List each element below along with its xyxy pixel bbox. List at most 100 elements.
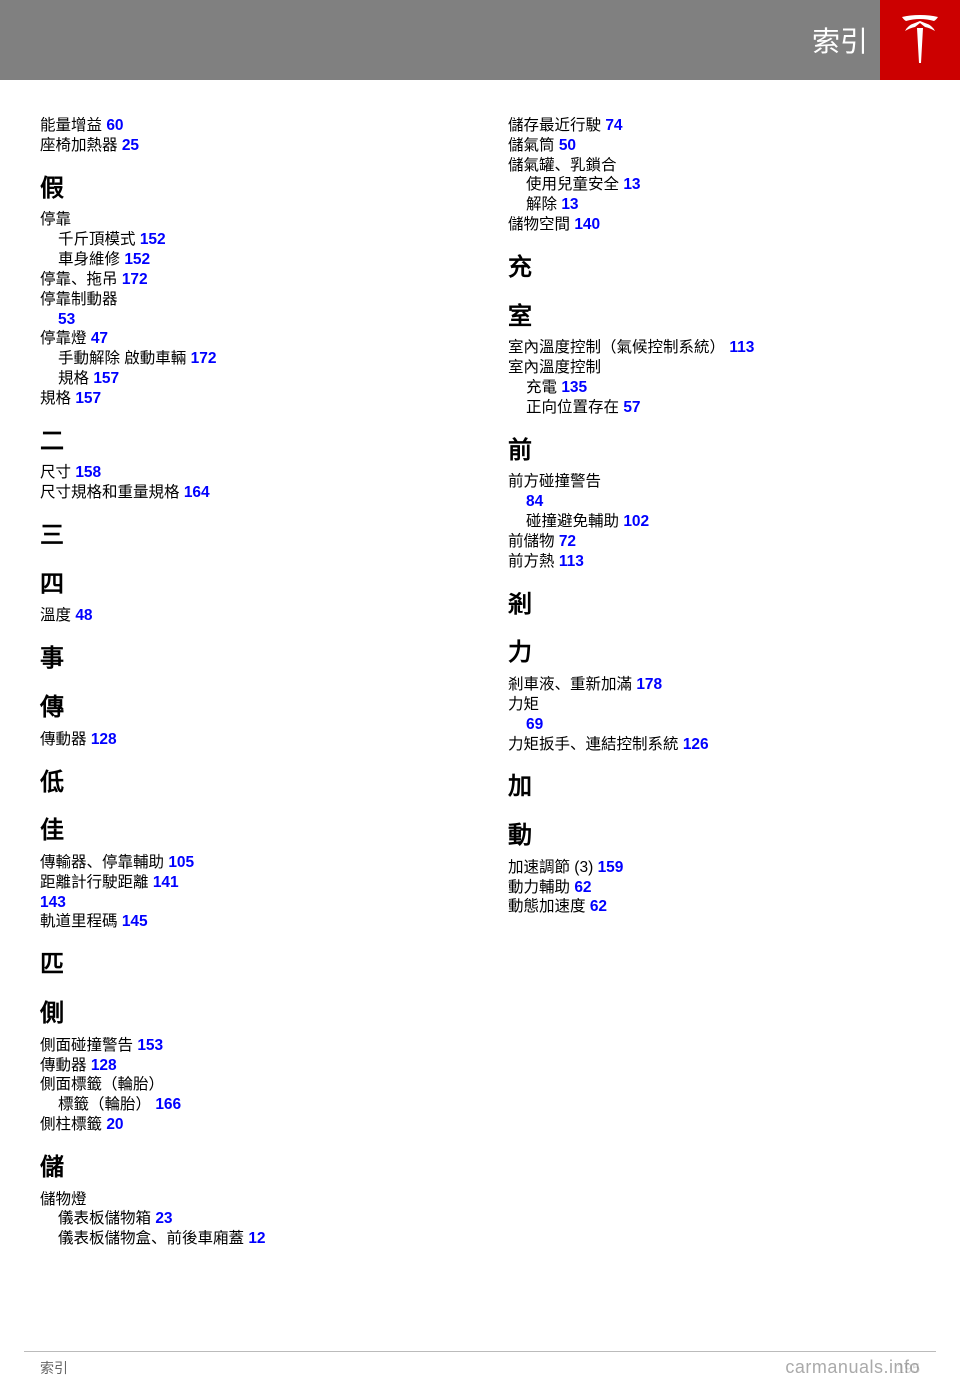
section-heading: 儲 bbox=[40, 1153, 480, 1184]
page-ref[interactable]: 143 bbox=[40, 894, 66, 911]
page-ref[interactable]: 178 bbox=[636, 676, 662, 693]
index-content: 能量增益 60座椅加熱器 25假停靠千斤頂模式 152車身維修 152停靠、拖吊… bbox=[0, 80, 960, 1249]
entry-label: 車身維修 bbox=[58, 251, 124, 268]
index-entry: 手動解除 啟動車輛 172 bbox=[40, 349, 480, 369]
page-ref[interactable]: 145 bbox=[122, 913, 148, 930]
page-ref[interactable]: 157 bbox=[93, 370, 119, 387]
index-entry: 正向位置存在 57 bbox=[508, 398, 920, 418]
index-entry: 規格 157 bbox=[40, 369, 480, 389]
page-ref[interactable]: 69 bbox=[526, 716, 543, 733]
index-entry: 69 bbox=[508, 715, 920, 735]
entry-label: 溫度 bbox=[40, 607, 75, 624]
page-ref[interactable]: 13 bbox=[623, 176, 640, 193]
page-ref[interactable]: 57 bbox=[623, 399, 640, 416]
page-ref[interactable]: 23 bbox=[155, 1210, 172, 1227]
page-ref[interactable]: 172 bbox=[122, 271, 148, 288]
index-entry: 力矩 bbox=[508, 695, 920, 715]
page-ref[interactable]: 62 bbox=[590, 898, 607, 915]
entry-label: 停靠、拖吊 bbox=[40, 271, 122, 288]
page-ref[interactable]: 50 bbox=[559, 137, 576, 154]
page-ref[interactable]: 84 bbox=[526, 493, 543, 510]
page-ref[interactable]: 47 bbox=[91, 330, 108, 347]
page-ref[interactable]: 20 bbox=[106, 1116, 123, 1133]
entry-label: 剎車液、重新加滿 bbox=[508, 676, 636, 693]
index-entry: 動力輔助 62 bbox=[508, 878, 920, 898]
section-heading: 事 bbox=[40, 644, 480, 675]
page-ref[interactable]: 113 bbox=[559, 553, 584, 570]
page-ref[interactable]: 152 bbox=[140, 231, 166, 248]
page-ref[interactable]: 53 bbox=[58, 311, 75, 328]
entry-label: 座椅加熱器 bbox=[40, 137, 122, 154]
index-entry: 停靠燈 47 bbox=[40, 329, 480, 349]
page-ref[interactable]: 48 bbox=[75, 607, 92, 624]
page-ref[interactable]: 152 bbox=[124, 251, 150, 268]
entry-label: 動態加速度 bbox=[508, 898, 590, 915]
footer-divider bbox=[24, 1351, 936, 1352]
entry-label: 標籤（輪胎） bbox=[58, 1096, 155, 1113]
page-ref[interactable]: 157 bbox=[75, 390, 101, 407]
tesla-logo bbox=[880, 0, 960, 80]
index-entry: 儲物燈 bbox=[40, 1190, 480, 1210]
page-ref[interactable]: 164 bbox=[184, 484, 210, 501]
section-heading: 加 bbox=[508, 772, 920, 803]
index-entry: 軌道里程碼 145 bbox=[40, 912, 480, 932]
page-ref[interactable]: 105 bbox=[168, 854, 194, 871]
index-entry: 使用兒童安全 13 bbox=[508, 175, 920, 195]
index-entry: 座椅加熱器 25 bbox=[40, 136, 480, 156]
entry-label: 尺寸規格和重量規格 bbox=[40, 484, 184, 501]
index-entry: 溫度 48 bbox=[40, 606, 480, 626]
page-ref[interactable]: 159 bbox=[598, 859, 624, 876]
entry-label: 儲氣筒 bbox=[508, 137, 559, 154]
entry-label: 停靠燈 bbox=[40, 330, 91, 347]
page-ref[interactable]: 13 bbox=[561, 196, 578, 213]
entry-label: 室內溫度控制（氣候控制系統） bbox=[508, 339, 729, 356]
page-ref[interactable]: 128 bbox=[91, 731, 117, 748]
page-ref[interactable]: 128 bbox=[91, 1057, 117, 1074]
page-ref[interactable]: 153 bbox=[137, 1037, 163, 1054]
entry-label: 儀表板儲物箱 bbox=[58, 1210, 155, 1227]
entry-label: 室內溫度控制 bbox=[508, 359, 601, 376]
section-heading: 前 bbox=[508, 436, 920, 467]
entry-label: 距離計行駛距離 bbox=[40, 874, 153, 891]
page-ref[interactable]: 172 bbox=[191, 350, 217, 367]
page-ref[interactable]: 135 bbox=[561, 379, 587, 396]
page-ref[interactable]: 102 bbox=[623, 513, 649, 530]
left-column: 能量增益 60座椅加熱器 25假停靠千斤頂模式 152車身維修 152停靠、拖吊… bbox=[40, 116, 480, 1249]
entry-label: 前方熱 bbox=[508, 553, 559, 570]
page-ref[interactable]: 74 bbox=[605, 117, 622, 134]
page-ref[interactable]: 158 bbox=[75, 464, 101, 481]
page-ref[interactable]: 72 bbox=[559, 533, 576, 550]
page-ref[interactable]: 141 bbox=[153, 874, 179, 891]
section-heading: 力 bbox=[508, 638, 920, 669]
entry-label: 儀表板儲物盒、前後車廂蓋 bbox=[58, 1230, 248, 1247]
index-entry: 84 bbox=[508, 492, 920, 512]
page-ref[interactable]: 113 bbox=[729, 339, 754, 356]
index-entry: 室內溫度控制 bbox=[508, 358, 920, 378]
right-column: 儲存最近行駛 74儲氣筒 50儲氣罐、乳鎖合 使用兒童安全 13解除 13儲物空… bbox=[480, 116, 920, 1249]
index-entry: 前方熱 113 bbox=[508, 552, 920, 572]
page-ref[interactable]: 60 bbox=[106, 117, 123, 134]
section-heading: 剎 bbox=[508, 590, 920, 621]
page-ref[interactable]: 166 bbox=[155, 1096, 181, 1113]
page-ref[interactable]: 12 bbox=[248, 1230, 265, 1247]
index-entry: 力矩扳手、連結控制系統 126 bbox=[508, 735, 920, 755]
index-entry: 停靠、拖吊 172 bbox=[40, 270, 480, 290]
index-entry: 儲氣罐、乳鎖合 bbox=[508, 156, 920, 176]
page-ref[interactable]: 126 bbox=[683, 736, 709, 753]
page-number: 195 bbox=[897, 1360, 920, 1376]
entry-label: 使用兒童安全 bbox=[526, 176, 623, 193]
entry-label: 力矩扳手、連結控制系統 bbox=[508, 736, 683, 753]
page-ref[interactable]: 25 bbox=[122, 137, 139, 154]
index-entry: 前儲物 72 bbox=[508, 532, 920, 552]
entry-label: 停靠 bbox=[40, 211, 71, 228]
index-entry: 停靠制動器 bbox=[40, 290, 480, 310]
section-heading: 動 bbox=[508, 821, 920, 852]
entry-label: 正向位置存在 bbox=[526, 399, 623, 416]
entry-label: 側面碰撞警告 bbox=[40, 1037, 137, 1054]
page-ref[interactable]: 62 bbox=[574, 879, 591, 896]
entry-label: 前儲物 bbox=[508, 533, 559, 550]
section-heading: 充 bbox=[508, 253, 920, 284]
page-ref[interactable]: 140 bbox=[574, 216, 600, 233]
section-heading: 側 bbox=[40, 999, 480, 1030]
index-entry: 千斤頂模式 152 bbox=[40, 230, 480, 250]
